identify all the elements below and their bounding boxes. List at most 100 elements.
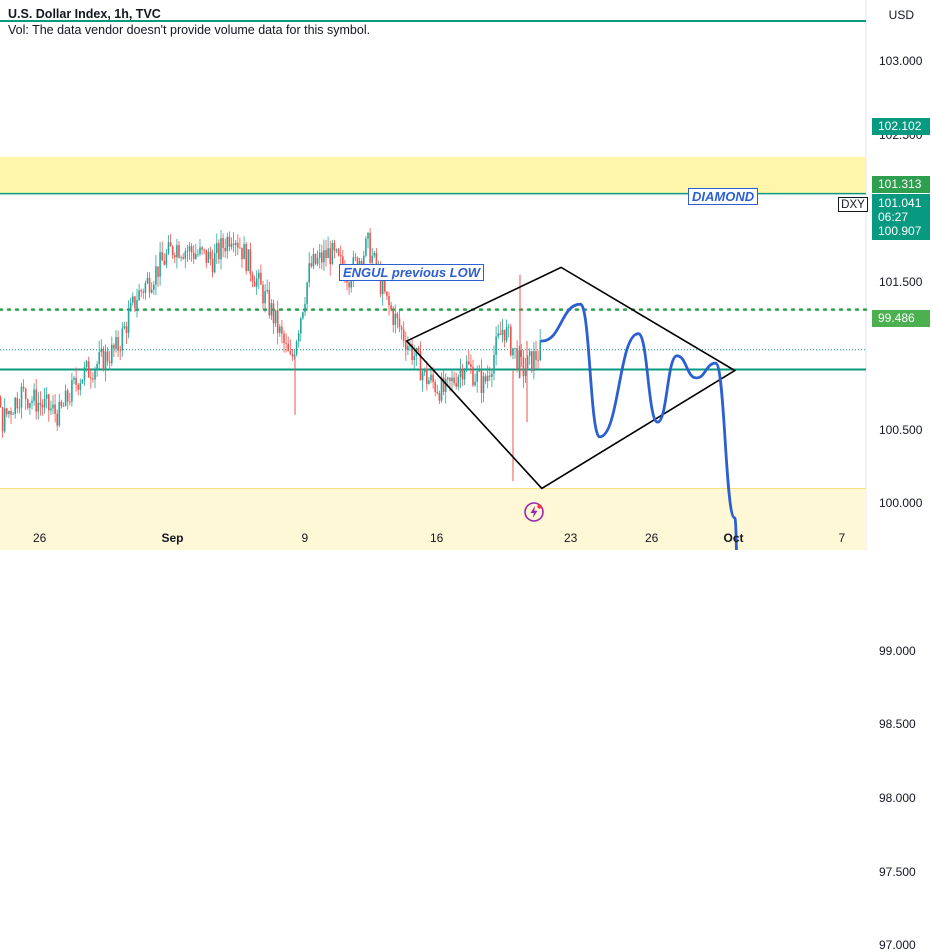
candle-body (526, 355, 529, 370)
candle-body (390, 305, 392, 310)
candle-body (48, 394, 50, 411)
candle-body (442, 377, 445, 392)
current-price: 101.041 (878, 196, 922, 210)
candle-body (190, 246, 193, 253)
candle-body (297, 333, 300, 342)
candle-body (493, 355, 495, 374)
candle-body (66, 390, 69, 402)
candle-body (318, 252, 321, 259)
candle-body (426, 368, 428, 385)
candle-body (108, 361, 111, 364)
candle-body (438, 392, 441, 401)
candle-body (400, 327, 403, 330)
candle-body (524, 369, 527, 377)
candle-body (102, 348, 105, 370)
candle-body (499, 333, 502, 335)
candle-body (503, 329, 506, 341)
candle-body (132, 296, 134, 303)
candle-body (1, 407, 4, 432)
candle-body (119, 350, 121, 352)
lightning-icon[interactable] (524, 502, 544, 522)
candle-body (104, 351, 107, 370)
candle-body (329, 248, 331, 265)
candle-body (459, 369, 462, 377)
candle-body (224, 247, 226, 252)
candle-body (335, 249, 338, 251)
symbol-title[interactable]: U.S. Dollar Index, 1h, TVC (8, 7, 161, 21)
candle-body (37, 402, 40, 412)
candle-body (470, 364, 472, 367)
candle-body (157, 266, 159, 277)
candle-body (379, 270, 382, 295)
candle-body (43, 398, 46, 408)
candle-body (35, 389, 37, 412)
candle-body (455, 383, 457, 387)
price-tick-label: 97.000 (879, 938, 916, 952)
candle-body (287, 343, 289, 352)
candle-body (3, 408, 6, 432)
candle-body (392, 309, 394, 325)
candle-body (24, 388, 27, 400)
candle-body (388, 295, 390, 306)
candle-body (293, 354, 296, 357)
candle-body (218, 242, 220, 260)
candle-body (497, 333, 499, 337)
resistance-zone[interactable] (0, 156, 866, 194)
projection-path[interactable] (540, 302, 766, 550)
candle-body (111, 344, 113, 364)
candle-body (85, 361, 88, 367)
time-tick-label: 16 (430, 531, 444, 545)
candle-body (434, 382, 436, 392)
candle-body (234, 242, 237, 245)
candle-body (22, 386, 25, 389)
candle-body (398, 318, 401, 328)
price-chart[interactable] (0, 0, 932, 550)
candle-body (295, 341, 298, 355)
candle-body (33, 389, 35, 401)
candle-body (138, 290, 140, 301)
price-tick-label: 99.000 (879, 643, 916, 658)
currency-label[interactable]: USD (888, 8, 914, 22)
candle-body (264, 291, 266, 304)
candle-body (69, 401, 71, 403)
candle-body (365, 238, 367, 256)
candle-body (505, 326, 508, 341)
engul-annotation[interactable]: ENGUL previous LOW (339, 264, 484, 281)
time-tick-label: Sep (161, 531, 184, 545)
diamond-annotation[interactable]: DIAMOND (688, 188, 759, 205)
candle-body (266, 289, 268, 292)
candle-body (539, 340, 541, 361)
candle-body (136, 300, 138, 308)
candle-body (419, 350, 422, 381)
candle-body (184, 251, 187, 259)
candle-body (428, 380, 430, 385)
price-tick-label: 103.000 (879, 54, 923, 68)
candle-body (205, 249, 208, 263)
candle-body (268, 289, 271, 316)
candle-body (121, 328, 124, 351)
candle-body (447, 377, 449, 380)
candle-body (484, 376, 487, 382)
candle-body (199, 247, 201, 255)
candle-body (167, 242, 170, 254)
time-tick-label: 23 (564, 531, 578, 545)
diamond-pattern[interactable] (405, 266, 737, 490)
candle-body (186, 251, 189, 252)
time-tick-label: 26 (33, 531, 47, 545)
candle-body (249, 249, 252, 275)
candle-body (27, 399, 29, 408)
support-zone[interactable] (0, 488, 866, 550)
candle-body (302, 312, 304, 319)
candle-body (289, 351, 292, 354)
candle-body (453, 377, 455, 384)
time-tick-label: Oct (723, 531, 744, 545)
candle-body (306, 282, 308, 304)
candle-body (100, 348, 103, 352)
candle-body (528, 351, 531, 356)
candle-body (510, 326, 512, 356)
candle-body (195, 254, 197, 259)
candle-body (339, 255, 342, 257)
candle-body (64, 390, 67, 407)
candle-body (203, 249, 205, 251)
candle-body (495, 336, 497, 356)
